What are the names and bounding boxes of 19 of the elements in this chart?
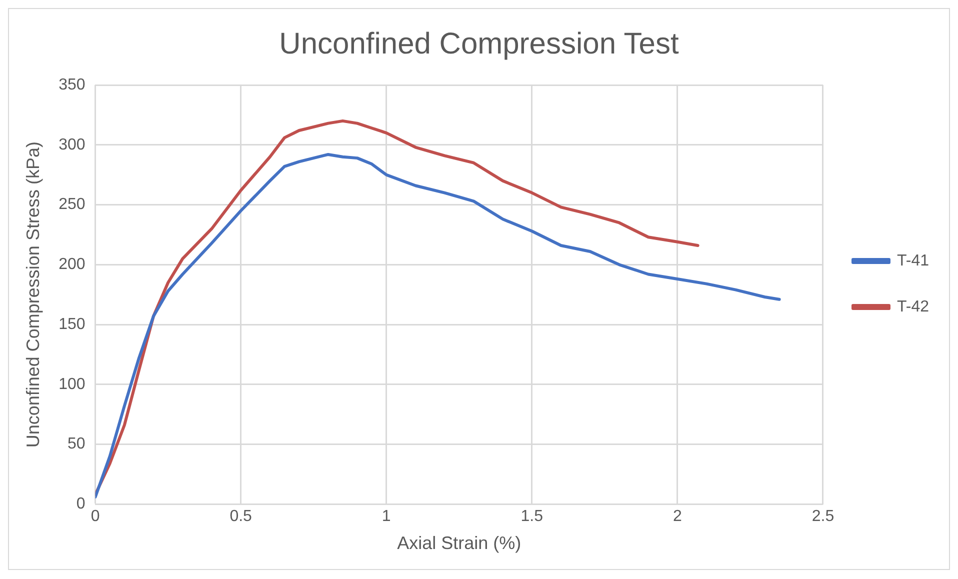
x-tick-label: 0 [90,508,100,526]
y-tick-label: 50 [68,436,86,453]
y-tick-label: 300 [58,136,86,154]
legend-label: T-42 [896,298,930,316]
y-tick-label: 250 [58,196,86,214]
y-tick-label: 150 [58,316,86,333]
y-tick-label: 100 [58,376,86,393]
legend-label: T-41 [896,252,930,270]
y-tick-label: 200 [58,256,86,274]
y-tick-label: 0 [76,496,86,513]
y-tick-label: 350 [58,76,86,94]
chart-title: Unconfined Compression Test [279,27,680,60]
x-tick-label: 2 [672,508,682,526]
y-axis-title: Unconfined Compression Stress (kPa) [22,142,43,448]
x-axis-title: Axial Strain (%) [397,533,522,554]
x-tick-label: 0.5 [230,508,252,526]
x-tick-label: 1.5 [520,508,544,526]
x-tick-label: 1 [382,508,391,526]
x-tick-label: 2.5 [812,508,834,526]
